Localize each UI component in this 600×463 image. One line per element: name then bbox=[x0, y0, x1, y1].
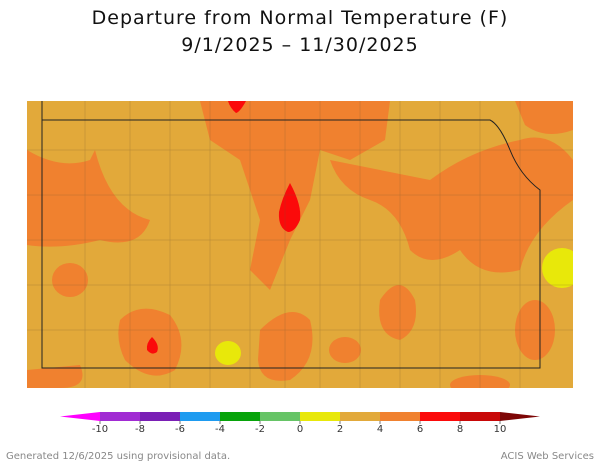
legend-bin bbox=[420, 412, 460, 421]
legend-tick-label: 4 bbox=[377, 424, 383, 435]
state-border bbox=[41, 101, 541, 369]
hot-areas bbox=[146, 101, 301, 354]
legend-bin bbox=[140, 412, 180, 421]
legend-low-arrow bbox=[60, 412, 100, 421]
legend-bin bbox=[100, 412, 140, 421]
legend-bin bbox=[180, 412, 220, 421]
legend-tick-label: 6 bbox=[417, 424, 423, 435]
legend-tick-label: -4 bbox=[215, 424, 225, 435]
mild-areas bbox=[215, 248, 573, 365]
legend-bin bbox=[220, 412, 260, 421]
legend-tick-label: 2 bbox=[337, 424, 343, 435]
legend-tick-label: 0 bbox=[297, 424, 303, 435]
legend-tick-label: -8 bbox=[135, 424, 145, 435]
legend-tick-label: -2 bbox=[255, 424, 265, 435]
footer-note: Generated 12/6/2025 using provisional da… bbox=[6, 451, 230, 462]
subtitle: 9/1/2025 – 11/30/2025 bbox=[181, 34, 418, 56]
legend-bin bbox=[460, 412, 500, 421]
county-lines bbox=[27, 101, 573, 388]
legend-bin bbox=[300, 412, 340, 421]
legend-high-arrow bbox=[500, 412, 540, 421]
legend-tick-label: 10 bbox=[494, 424, 507, 435]
color-legend: -10 -8 -6 -4 -2 0 2 4 6 8 10 bbox=[60, 412, 540, 435]
map bbox=[27, 101, 573, 388]
legend-tick-label: -10 bbox=[92, 424, 108, 435]
legend-tick-label: -6 bbox=[175, 424, 185, 435]
legend-bin bbox=[260, 412, 300, 421]
title: Departure from Normal Temperature (F) bbox=[92, 7, 509, 29]
legend-tick-label: 8 bbox=[457, 424, 463, 435]
legend-bin bbox=[340, 412, 380, 421]
footer-source: ACIS Web Services bbox=[501, 451, 594, 462]
legend-bin bbox=[380, 412, 420, 421]
